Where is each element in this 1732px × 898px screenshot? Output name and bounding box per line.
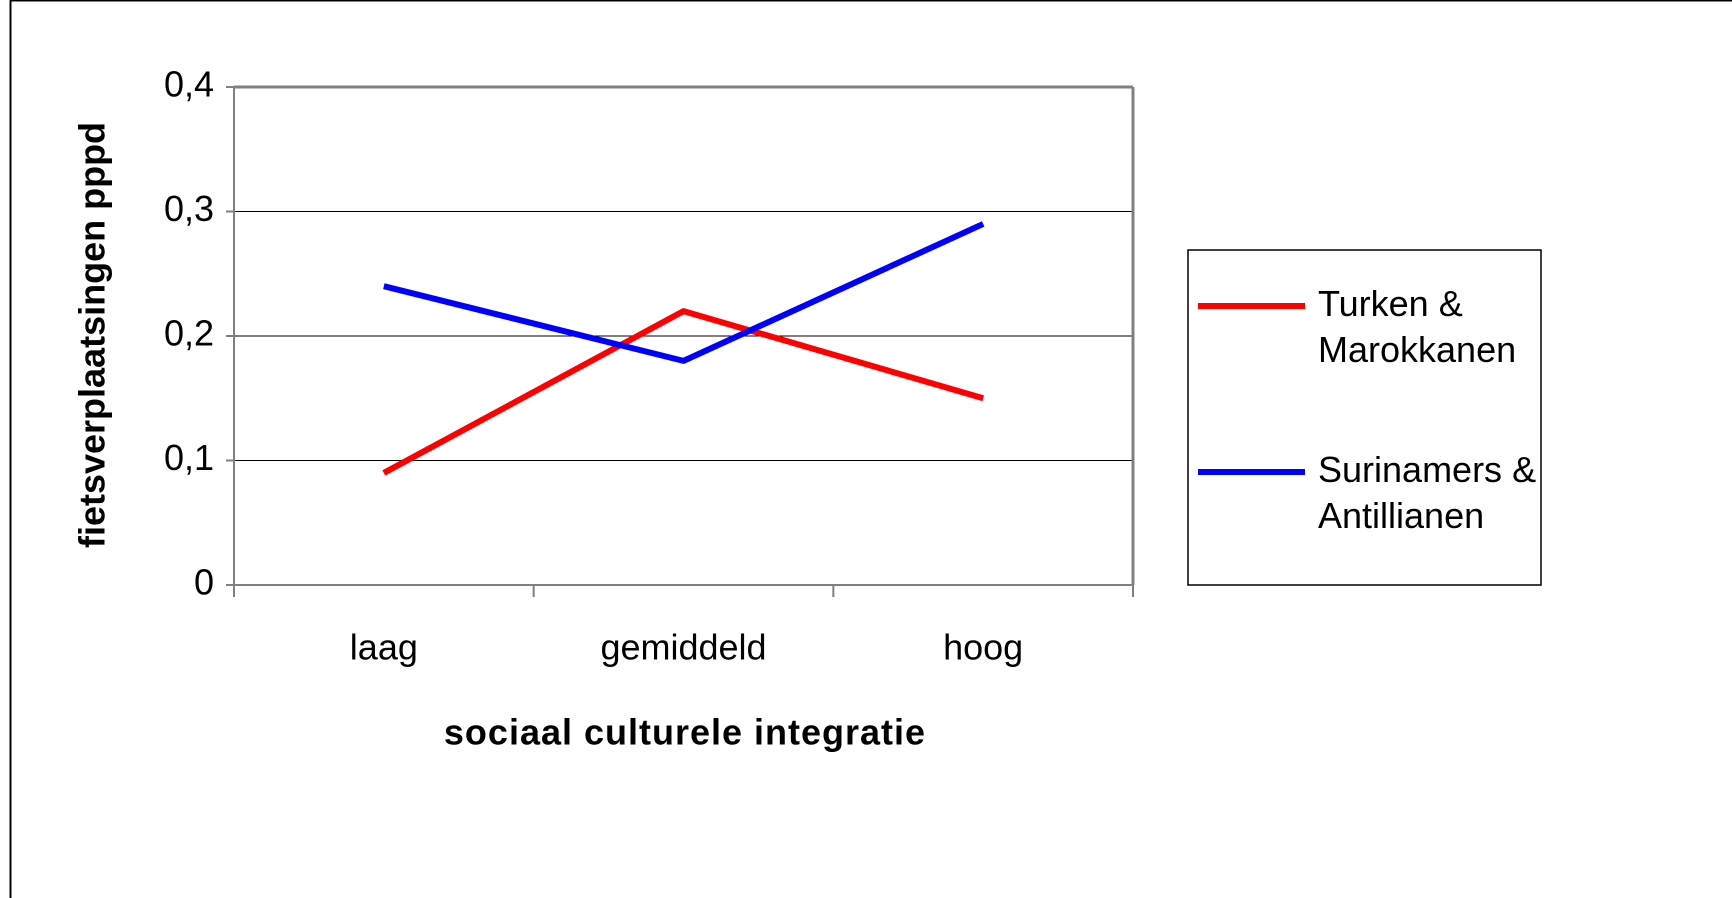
x-tick-label: laag: [350, 627, 418, 668]
x-tick-label: gemiddeld: [600, 627, 766, 668]
series-line: [382, 308, 985, 476]
y-tick-label: 0,4: [164, 64, 214, 105]
y-tick-label: 0,3: [164, 188, 214, 229]
y-tick-label: 0,1: [164, 437, 214, 478]
y-tick-label: 0: [194, 562, 214, 603]
y-axis-title: fietsverplaatsingen pppd: [72, 122, 113, 548]
series-line: [383, 221, 985, 364]
legend-label: Turken & Marokkanen: [1318, 283, 1517, 370]
x-tick-label: hoog: [943, 627, 1023, 668]
x-axis-title: sociaal culturele integratie: [444, 712, 926, 753]
y-tick-label: 0,2: [164, 313, 214, 354]
frame: [9, 0, 1732, 898]
legend-label: Surinamers & Antillianen: [1318, 449, 1537, 536]
